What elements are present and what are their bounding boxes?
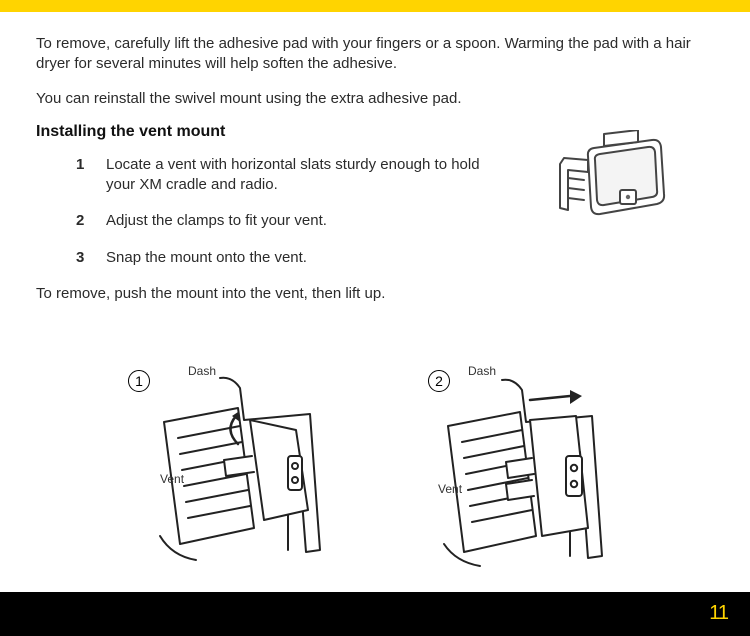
diagram-1-dash-label: Dash	[188, 364, 216, 378]
diagram-2-number: 2	[428, 370, 450, 392]
step-1-number: 1	[76, 155, 88, 196]
diagram-2-dash-label: Dash	[468, 364, 496, 378]
intro-paragraph-2: You can reinstall the swivel mount using…	[36, 89, 716, 109]
diagram-1: 1 Dash Vent	[120, 360, 360, 570]
step-3: 3 Snap the mount onto the vent.	[76, 248, 716, 268]
diagram-2-svg	[420, 360, 660, 570]
step-2-text: Adjust the clamps to fit your vent.	[106, 211, 327, 231]
vent-mount-icon	[534, 130, 674, 240]
diagrams-row: 1 Dash Vent	[120, 360, 680, 570]
diagram-2-vent-label: Vent	[438, 482, 462, 496]
page-number: 11	[709, 602, 728, 625]
step-2-number: 2	[76, 211, 88, 231]
step-3-number: 3	[76, 248, 88, 268]
diagram-1-svg	[120, 360, 360, 570]
diagram-1-vent-label: Vent	[160, 472, 184, 486]
step-1-text: Locate a vent with horizontal slats stur…	[106, 155, 486, 196]
removal-note: To remove, push the mount into the vent,…	[36, 284, 716, 304]
diagram-2: 2 Dash Vent	[420, 360, 660, 570]
step-3-text: Snap the mount onto the vent.	[106, 248, 307, 268]
page: To remove, carefully lift the adhesive p…	[0, 0, 750, 636]
intro-paragraph-1: To remove, carefully lift the adhesive p…	[36, 34, 716, 75]
diagram-1-number: 1	[128, 370, 150, 392]
footer-bar: 11	[0, 592, 750, 636]
top-yellow-bar	[0, 0, 750, 12]
